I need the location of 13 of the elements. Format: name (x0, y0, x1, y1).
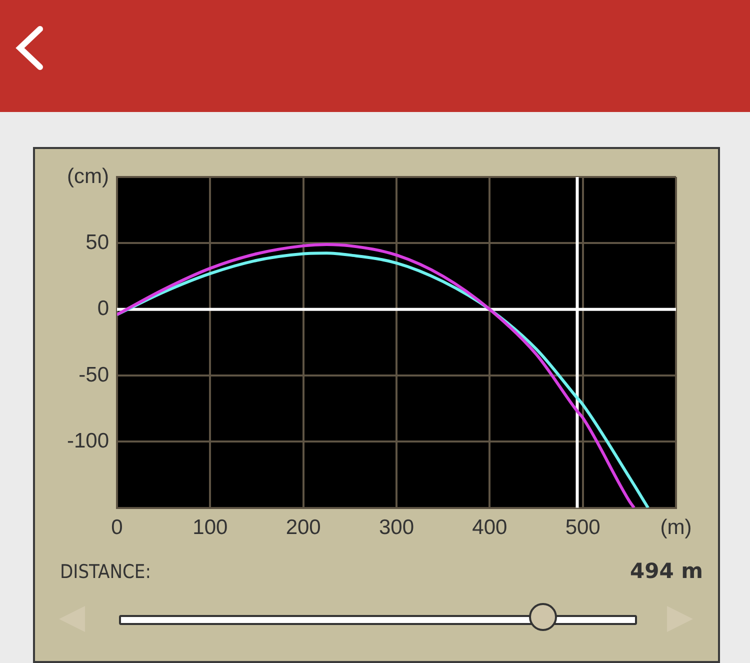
x-tick-label: 400 (472, 516, 508, 540)
x-tick-label: 100 (192, 516, 228, 540)
x-tick-label: 300 (378, 516, 414, 540)
y-tick-label: -100 (66, 429, 109, 452)
y-tick-label: -50 (78, 363, 109, 386)
x-tick-label: 200 (286, 516, 321, 540)
y-tick-label: 0 (97, 297, 109, 320)
text: DISTANCE: (60, 561, 151, 583)
text: 494 m (630, 559, 703, 583)
x-tick-label: 500 (565, 516, 600, 540)
y-tick-label: 50 (86, 230, 109, 254)
x-tick-label: (m) (660, 516, 692, 540)
y-tick-label: (cm) (67, 164, 109, 188)
